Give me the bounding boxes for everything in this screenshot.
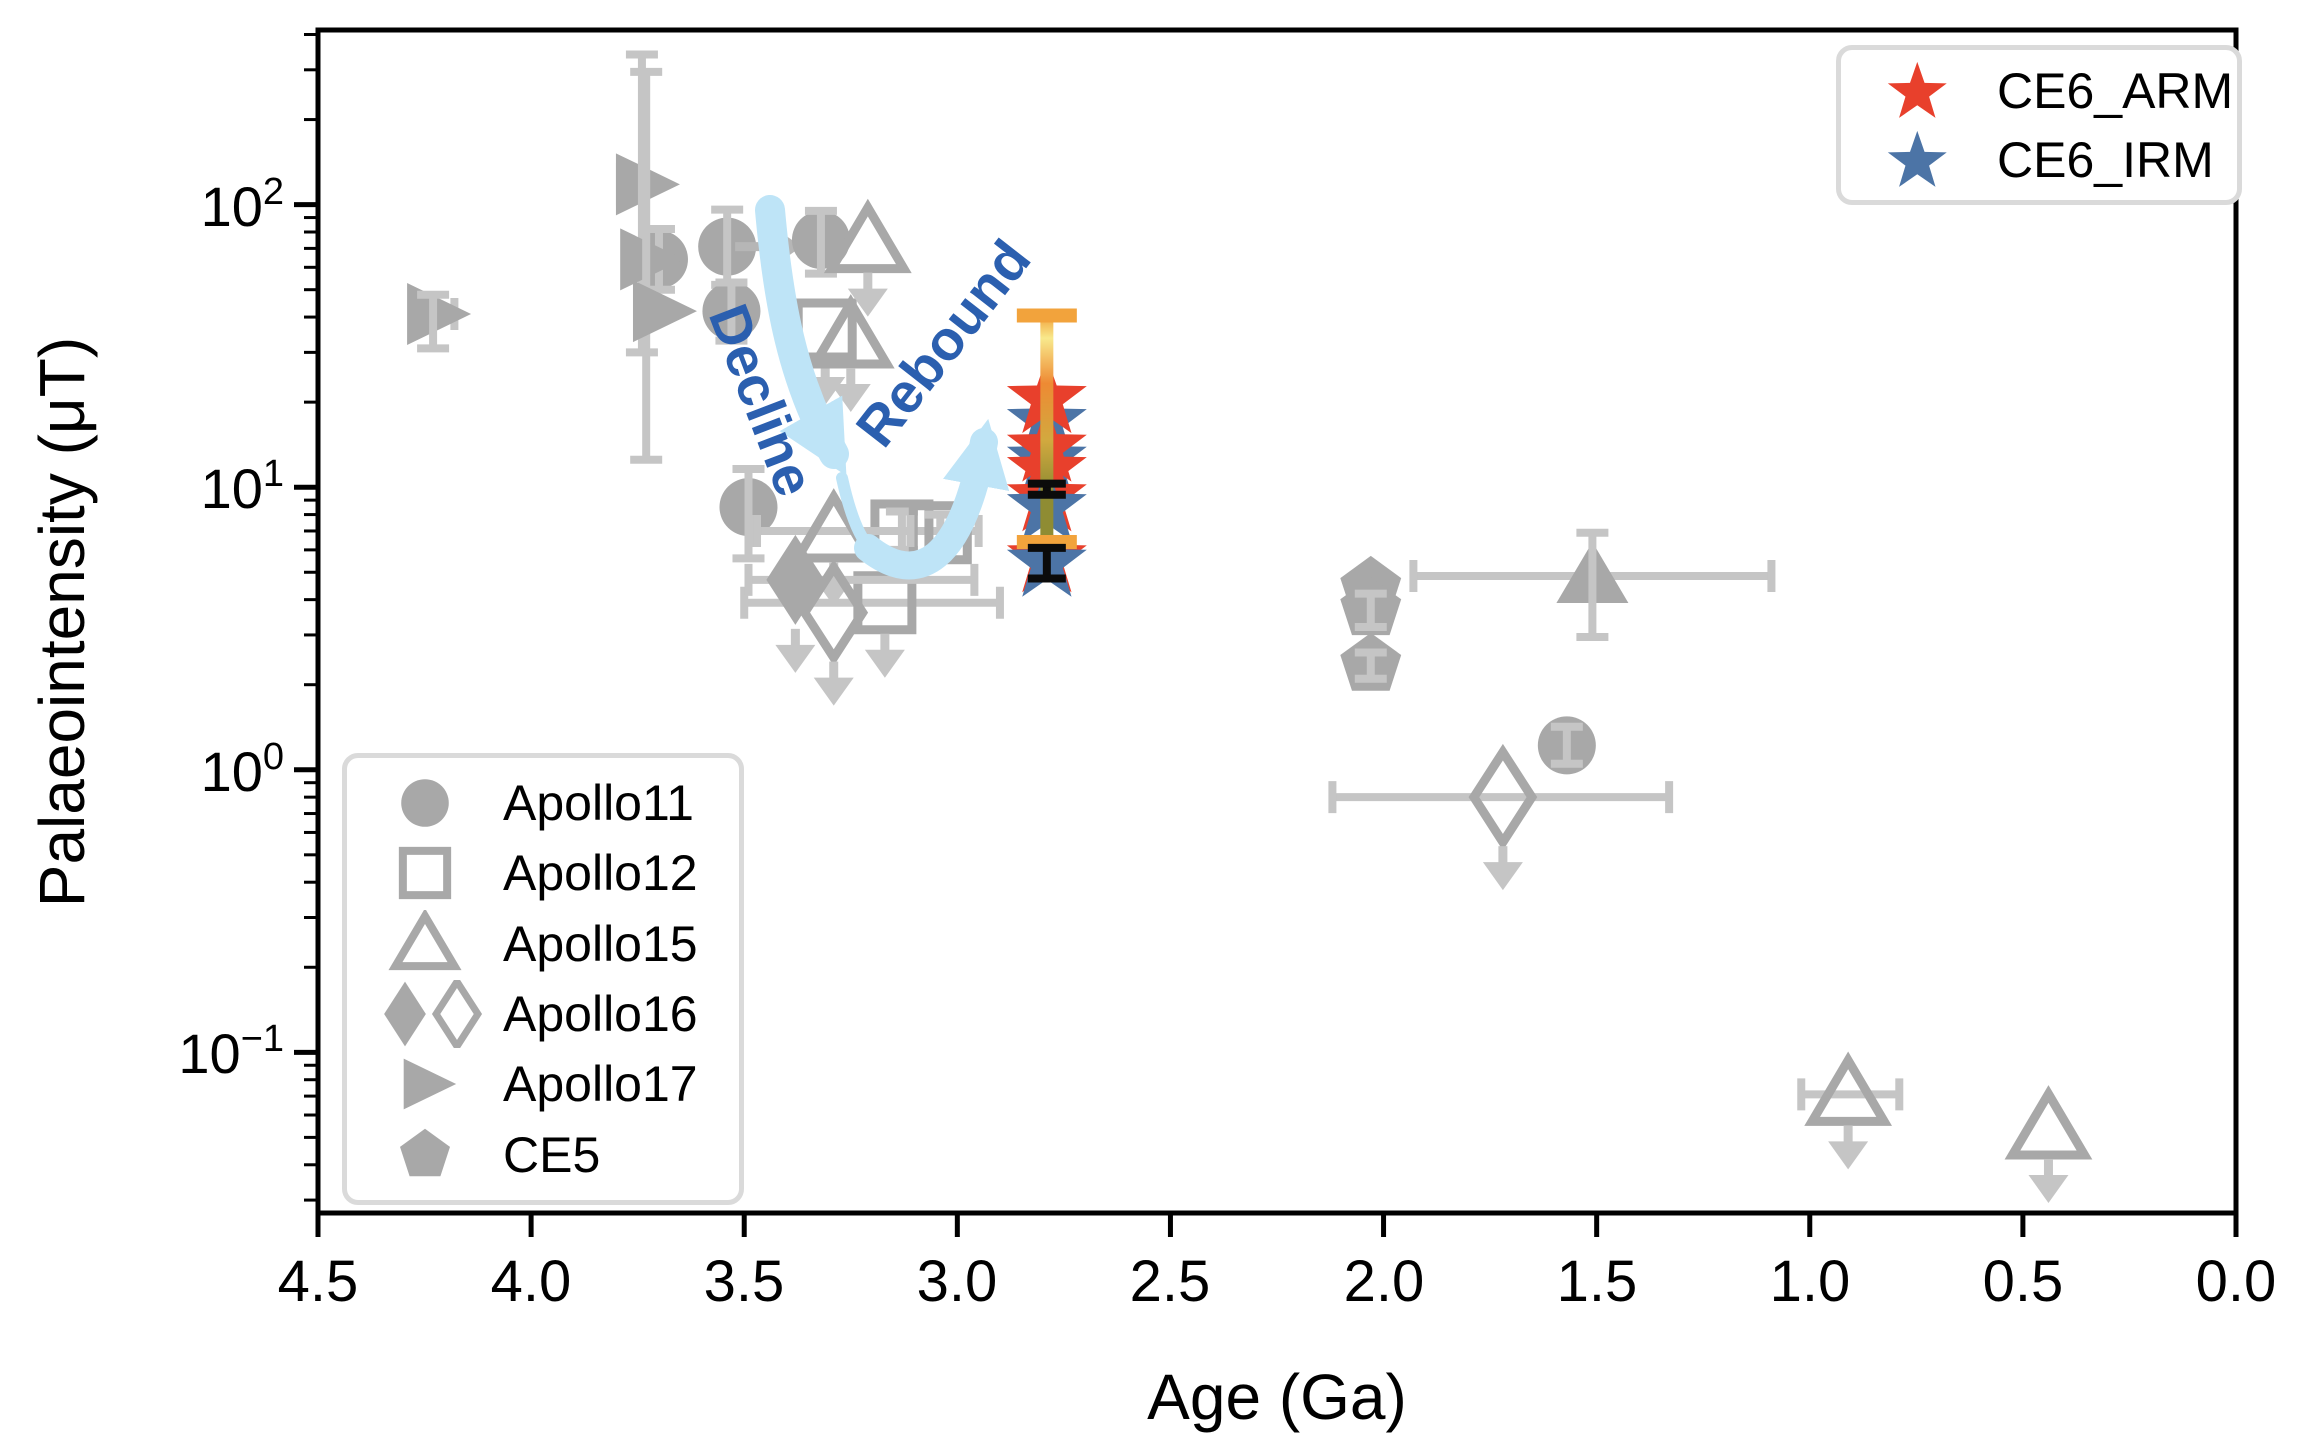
y-axis-label: Palaeointensity (μT) bbox=[26, 336, 98, 908]
marker-apollo16 bbox=[799, 559, 869, 666]
upper-limit-arrow bbox=[1828, 1141, 1869, 1170]
upper-limit-arrow bbox=[864, 649, 905, 678]
ce5-pentagon-icon bbox=[400, 1128, 450, 1176]
legend-apollo: Apollo11 Apollo12 Apollo15 Apollo16 Apol… bbox=[342, 753, 744, 1205]
apollo15-triangle-icon bbox=[388, 909, 462, 970]
marker-apollo15 bbox=[823, 198, 912, 274]
legend-item-ce5: CE5 bbox=[353, 1122, 733, 1188]
marker-apollo17 bbox=[620, 228, 685, 291]
marker-apollo15 bbox=[1804, 1051, 1893, 1126]
marker-apollo16 bbox=[1468, 743, 1538, 851]
y-tick-label-0p1: 10−1 bbox=[178, 1018, 284, 1086]
apollo17-triangle-right-icon bbox=[403, 1059, 457, 1110]
x-axis-label: Age (Ga) bbox=[1147, 1361, 1407, 1433]
marker-circle bbox=[401, 779, 449, 827]
apollo12-square-icon bbox=[398, 847, 452, 900]
marker-square bbox=[398, 847, 452, 900]
upper-limit-arrow bbox=[830, 384, 871, 413]
ce6-irm-star-icon bbox=[1887, 130, 1947, 187]
legend-item-apollo12: Apollo12 bbox=[353, 840, 733, 906]
x-tick-label-2p0: 2.0 bbox=[1343, 1249, 1425, 1314]
legend-item-apollo15: Apollo15 bbox=[353, 909, 733, 977]
x-tick-label-1p5: 1.5 bbox=[1556, 1249, 1638, 1314]
y-tick-label-1: 100 bbox=[200, 735, 284, 803]
marker-star bbox=[1887, 130, 1947, 187]
legend-label: Apollo11 bbox=[503, 775, 694, 832]
marker-diamond bbox=[431, 980, 483, 1049]
x-tick-label-4p5: 4.5 bbox=[277, 1249, 359, 1314]
x-tick-label-0p5: 0.5 bbox=[1982, 1249, 2064, 1314]
upper-limit-arrow bbox=[813, 677, 854, 706]
marker-star bbox=[1887, 61, 1947, 118]
legend-item-ce6-arm: CE6_ARM bbox=[1847, 58, 2234, 124]
marker-diamond bbox=[384, 981, 426, 1047]
legend-label: Apollo15 bbox=[503, 915, 698, 972]
plot-frame bbox=[315, 27, 2239, 1216]
y-tick-label-10: 101 bbox=[200, 453, 284, 521]
legend-label: CE6_ARM bbox=[1997, 62, 2234, 119]
apollo16-diamonds-icon bbox=[384, 980, 483, 1049]
marker-apollo15 bbox=[2004, 1085, 2093, 1160]
y-tick-label-100: 102 bbox=[200, 170, 284, 238]
legend-label: Apollo17 bbox=[503, 1056, 698, 1113]
legend-label: CE5 bbox=[503, 1126, 601, 1183]
legend-item-apollo17: Apollo17 bbox=[353, 1051, 733, 1117]
upper-limit-arrow bbox=[847, 288, 888, 317]
x-tick-label-3p0: 3.0 bbox=[916, 1249, 998, 1314]
x-tick-label-2p5: 2.5 bbox=[1129, 1249, 1211, 1314]
ce6-arm-star-icon bbox=[1887, 61, 1947, 118]
marker-apollo15 bbox=[806, 294, 895, 369]
x-tick-label-1p0: 1.0 bbox=[1769, 1249, 1851, 1314]
marker-apollo16 bbox=[766, 534, 825, 625]
upper-limit-arrow bbox=[1482, 862, 1523, 891]
legend-item-apollo11: Apollo11 bbox=[353, 770, 733, 836]
legend-item-ce6-irm: CE6_IRM bbox=[1847, 127, 2231, 193]
marker-apollo17 bbox=[632, 280, 697, 343]
legend-label: CE6_IRM bbox=[1997, 131, 2214, 188]
legend-ce6: CE6_ARM CE6_IRM bbox=[1836, 45, 2242, 205]
apollo11-circle-icon bbox=[401, 779, 449, 827]
x-tick-label-0p0: 0.0 bbox=[2195, 1249, 2277, 1314]
x-tick-label-4p0: 4.0 bbox=[490, 1249, 572, 1314]
legend-item-apollo16: Apollo16 bbox=[353, 980, 733, 1049]
marker-triangle-right bbox=[403, 1059, 457, 1110]
marker-triangle bbox=[388, 909, 462, 970]
legend-label: Apollo16 bbox=[503, 986, 698, 1043]
decline-arrow bbox=[755, 195, 849, 476]
marker-pentagon bbox=[400, 1128, 450, 1176]
upper-limit-arrow bbox=[775, 644, 816, 673]
legend-label: Apollo12 bbox=[503, 845, 698, 902]
rebound-arrow bbox=[854, 418, 1010, 580]
upper-limit-arrow bbox=[2028, 1174, 2069, 1203]
x-tick-label-3p5: 3.5 bbox=[703, 1249, 785, 1314]
